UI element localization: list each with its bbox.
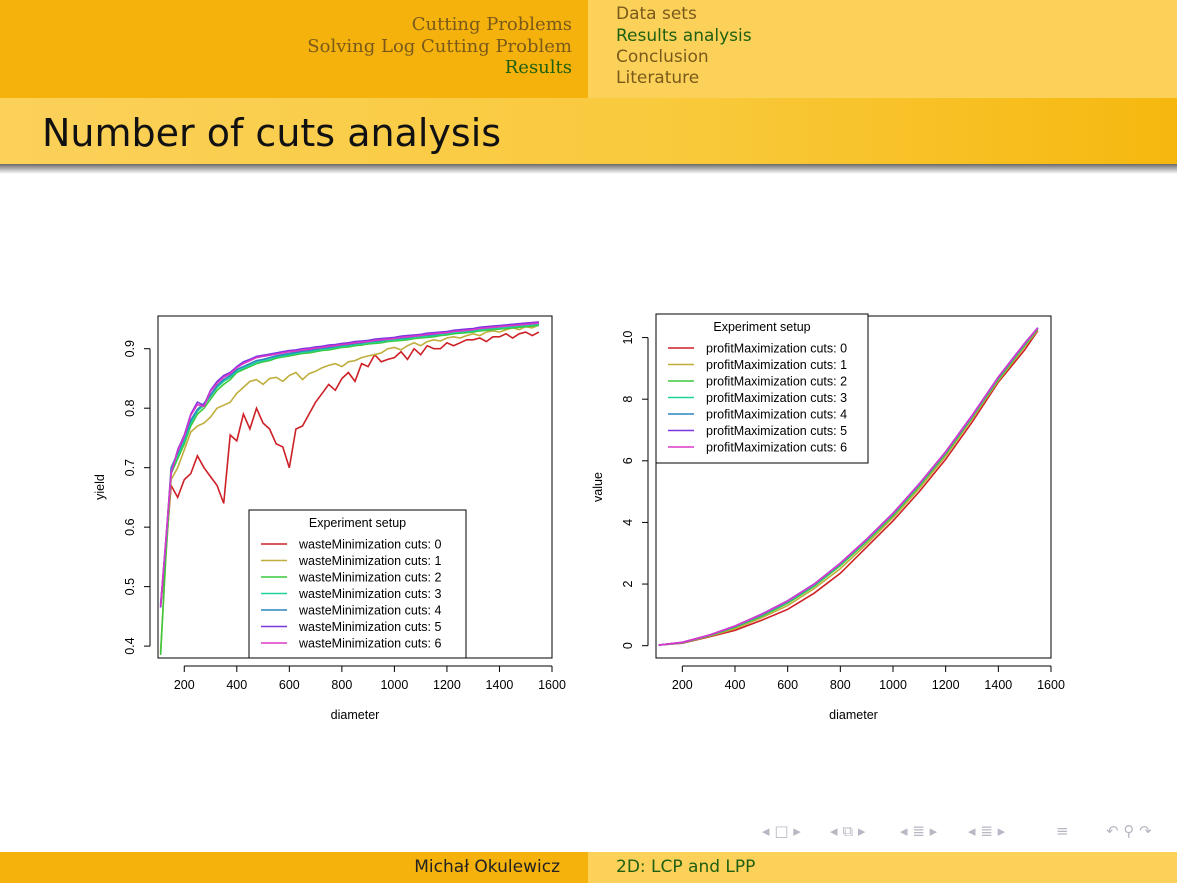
nav-frame-icon[interactable]: □ [774,822,789,840]
nav-section-group: ◂ ≣ ▸ [900,822,937,840]
legend-entry-2: wasteMinimization cuts: 2 [298,571,441,585]
legend-entry-4: profitMaximization cuts: 4 [706,408,847,422]
y-tick-label: 0.8 [123,399,137,416]
legend-entry-6: wasteMinimization cuts: 6 [298,637,441,651]
series-line-1 [159,324,540,653]
legend-entry-0: profitMaximization cuts: 0 [706,342,847,356]
legend-entry-3: profitMaximization cuts: 3 [706,391,847,405]
y-tick-label: 0.6 [123,518,137,535]
nav-undo-search-redo: ↶ ⚲ ↷ [1106,822,1152,840]
frame-title: Number of cuts analysis [42,111,502,155]
footer-talk-panel: 2D: LCP and LPP [588,852,1177,883]
nav-subsection-icon[interactable]: ⧉ [842,822,854,840]
nav-subsection-prev-icon[interactable]: ◂ [830,822,838,840]
nav-subsection-literature[interactable]: Literature [616,68,700,88]
footer-talk-title: 2D: LCP and LPP [616,857,756,877]
legend-entry-1: wasteMinimization cuts: 1 [298,554,441,568]
frame-title-bar: Number of cuts analysis [0,98,1177,164]
header-subsections-panel: Data sets Results analysis Conclusion Li… [588,0,1177,98]
nav-subsection-results-analysis[interactable]: Results analysis [616,26,752,46]
legend-entry-0: wasteMinimization cuts: 0 [298,538,441,552]
nav-pres-icon[interactable]: ≣ [980,822,993,840]
nav-frame-next-icon[interactable]: ▸ [793,822,801,840]
x-tick-label: 1400 [486,678,514,692]
y-tick-label: 2 [621,581,635,588]
x-tick-label: 1200 [433,678,461,692]
nav-section-cutting-problems[interactable]: Cutting Problems [411,14,572,35]
y-tick-label: 0.5 [123,578,137,595]
nav-frame-group: ◂ □ ▸ [762,822,801,840]
nav-pres-next-icon[interactable]: ▸ [997,822,1006,840]
y-tick-label: 6 [621,457,635,464]
series-line-0 [658,330,1039,646]
y-tick-label: 4 [621,519,635,526]
y-tick-label: 10 [621,331,635,345]
nav-subsection-group: ◂ ⧉ ▸ [830,822,865,840]
x-tick-label: 800 [331,678,352,692]
legend-title: Experiment setup [713,320,810,334]
nav-presentation-group: ◂ ≣ ▸ [968,822,1005,840]
y-tick-label: 0 [621,642,635,649]
y-tick-label: 0.4 [123,637,137,654]
x-tick-label: 600 [279,678,300,692]
nav-section-results[interactable]: Results [504,57,572,78]
x-tick-label: 1200 [932,678,960,692]
footer-author-panel: Michał Okulewicz [0,852,588,883]
y-axis-label: value [591,472,605,502]
legend-box [655,313,869,464]
legend-box [248,509,467,659]
legend-entry-3: wasteMinimization cuts: 3 [298,587,441,601]
header-sections-panel: Cutting Problems Solving Log Cutting Pro… [0,0,588,98]
y-tick-label: 8 [621,396,635,403]
nav-section-next-icon[interactable]: ▸ [929,822,938,840]
x-tick-label: 800 [830,678,851,692]
legend-title: Experiment setup [309,516,406,530]
x-tick-label: 200 [672,678,693,692]
nav-section-solving-log-cutting[interactable]: Solving Log Cutting Problem [307,36,572,57]
series-line-1 [658,329,1039,646]
x-tick-label: 1600 [1037,678,1065,692]
chart-yield: 200 400 600 800 1000 1200 1400 1600 diameter 0.4 0… [93,315,566,722]
x-axis-label: diameter [331,708,380,722]
x-axis-label: diameter [829,708,878,722]
nav-search-icon[interactable]: ⚲ [1123,822,1135,840]
nav-frame-prev-icon[interactable]: ◂ [762,822,770,840]
legend-entry-4: wasteMinimization cuts: 4 [298,604,441,618]
nav-section-prev-icon[interactable]: ◂ [900,822,908,840]
series-line-0 [159,331,540,608]
x-tick-label: 1600 [538,678,566,692]
nav-redo-icon[interactable]: ↷ [1139,822,1152,840]
x-tick-label: 1400 [984,678,1012,692]
nav-subsection-data-sets[interactable]: Data sets [616,4,697,24]
legend-entry-2: profitMaximization cuts: 2 [706,375,847,389]
x-tick-label: 1000 [380,678,408,692]
x-tick-label: 1000 [879,678,907,692]
series-line-3 [159,323,539,605]
series-line-6 [159,322,539,606]
x-tick-label: 400 [725,678,746,692]
nav-section-icon[interactable]: ≣ [912,822,925,840]
y-axis-label: yield [93,474,107,500]
nav-align-icon[interactable]: ≡ [1056,822,1069,840]
series-line-5 [159,321,539,608]
title-shadow [0,164,1177,174]
legend-entry-6: profitMaximization cuts: 6 [706,441,847,455]
series-line-2 [159,324,539,656]
y-tick-label: 0.9 [123,340,137,357]
chart-value: 200 400 600 800 1000 1200 1400 1600 diameter 0 2 4 6… [591,313,1065,722]
legend-entry-5: profitMaximization cuts: 5 [706,424,847,438]
x-tick-label: 600 [777,678,798,692]
series-line-6 [658,327,1039,646]
nav-pres-prev-icon[interactable]: ◂ [968,822,976,840]
legend-entry-5: wasteMinimization cuts: 5 [298,620,441,634]
footer-author: Michał Okulewicz [414,857,560,877]
x-tick-label: 200 [174,678,195,692]
nav-undo-icon[interactable]: ↶ [1106,822,1119,840]
x-tick-label: 400 [226,678,247,692]
nav-subsection-next-icon[interactable]: ▸ [857,822,866,840]
legend-entry-1: profitMaximization cuts: 1 [706,358,847,372]
y-tick-label: 0.7 [123,459,137,476]
nav-subsection-conclusion[interactable]: Conclusion [616,47,709,67]
